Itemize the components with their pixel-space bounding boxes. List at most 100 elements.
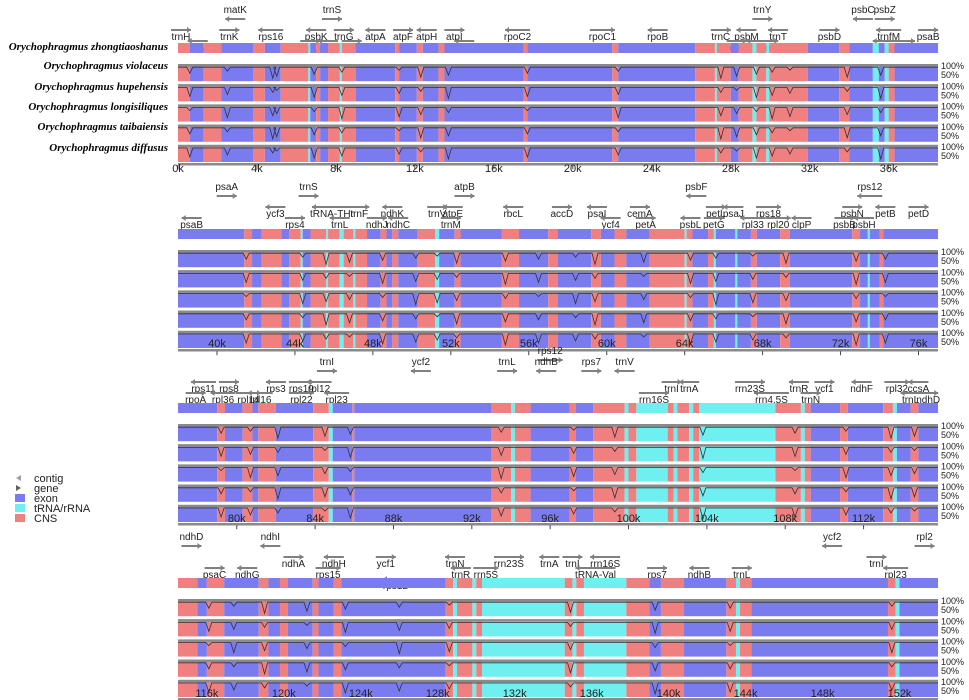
alignment-block-cns [887,601,896,617]
alignment-block-exon [899,682,938,697]
alignment-block-cns [883,486,893,502]
gene-label: rrn4.5S [755,395,788,406]
alignment-block-cns [491,403,511,413]
legend: contig gene exon tRNA/rRNA CNS [15,473,91,525]
alignment-block-cns [879,252,884,268]
alignment-block-cns [416,147,423,162]
alignment-block-cns [839,147,850,162]
alignment-block-cns [279,661,288,677]
alignment-block-exon [287,601,313,617]
gene-label: atpF [393,32,413,43]
alignment-block-rna [339,229,344,239]
alignment-block-cns [454,272,461,288]
alignment-block-exon [558,229,592,239]
alignment-block-exon [332,486,353,502]
alignment-block-exon [918,403,938,413]
alignment-block-cns [352,507,355,522]
alignment-block-rna [572,661,577,677]
alignment-block-cns [839,66,850,82]
alignment-block-exon [883,229,938,239]
alignment-block-exon [789,252,853,268]
alignment-block-exon [189,66,204,82]
alignment-block-rna [572,601,577,617]
gene-label: rps15 [316,570,341,581]
alignment-block-cns [445,641,454,657]
alignment-block-exon [894,66,938,82]
alignment-block-exon [896,466,911,482]
alignment-block-cns [514,426,531,442]
alignment-block-cns [716,106,731,122]
pct-label: 100% [941,616,964,626]
alignment-block-exon [789,229,853,239]
gene-label: ndhD [180,532,204,543]
pct-label: 100% [941,122,964,132]
gene-arrowhead-icon [513,368,518,374]
alignment-block-rna [884,147,889,162]
alignment-block-rna [308,86,311,102]
pct-label: 100% [941,308,964,318]
alignment-block-cns [780,229,790,239]
gene-label: petD [908,209,929,220]
alignment-block-exon [224,621,259,637]
alignment-block-exon [527,147,613,162]
alignment-block-cns [416,106,423,122]
alignment-block-cns [501,312,520,328]
alignment-block-cns [501,229,520,239]
axis-tick-label: 20k [564,163,582,175]
gene-label: rps19 [289,384,314,395]
alignment-block-exon [519,312,549,328]
alignment-block-cns [564,601,573,617]
alignment-block-rna [699,466,776,482]
alignment-block-exon [318,682,334,697]
alignment-block-cns [887,578,896,588]
alignment-block-exon [751,601,888,617]
alignment-block-cns [310,333,327,348]
pct-label: 100% [941,637,964,647]
alignment-block-cns [355,252,368,268]
alignment-block-cns [626,621,650,637]
gene-arrowhead-icon [590,554,595,560]
alignment-block-cns [564,682,573,697]
pct-label: 50% [941,276,959,286]
alignment-block-cns [591,229,601,239]
alignment-block-cns [279,621,288,637]
gene-arrowhead-icon [726,27,731,33]
alignment-block-exon [302,229,311,239]
alignment-block-cns [739,661,752,677]
alignment-block-rna [699,507,776,522]
alignment-block-rna [482,682,565,697]
alignment-block-cns [649,272,685,288]
alignment-block-cns [312,661,319,677]
alignment-block-cns [677,466,690,482]
alignment-block-exon [178,426,218,442]
alignment-block-cns [310,312,327,328]
alignment-block-rna [572,641,577,657]
alignment-block-cns [750,312,757,328]
alignment-block-exon [715,333,736,348]
alignment-block-exon [268,661,280,677]
gene-label: ndhG [235,570,260,581]
alignment-block-cns [242,403,253,413]
alignment-block-cns [660,682,685,697]
pct-label: 100% [941,142,964,152]
alignment-block-rna [636,466,668,482]
alignment-block-cns [316,106,321,122]
alignment-block-rna [510,507,515,522]
alignment-block-cns [261,333,282,348]
species-labels: Orychophragmus zhongtiaoshanus Orychophr… [9,41,168,154]
gene-label: psbL [680,220,702,231]
alignment-block-cns [888,126,895,142]
alignment-block-exon [807,106,840,122]
alignment-block-exon [692,229,709,239]
axis-tick-label: 64k [676,338,694,350]
alignment-block-exon [302,252,311,268]
alignment-block-rna [510,446,515,462]
alignment-block-exon [422,126,439,142]
alignment-block-cns [445,578,454,588]
alignment-block-rna [766,86,770,102]
alignment-block-exon [575,466,594,482]
alignment-block-cns [739,621,752,637]
alignment-block-exon [600,292,615,308]
alignment-block-rna [339,272,344,288]
